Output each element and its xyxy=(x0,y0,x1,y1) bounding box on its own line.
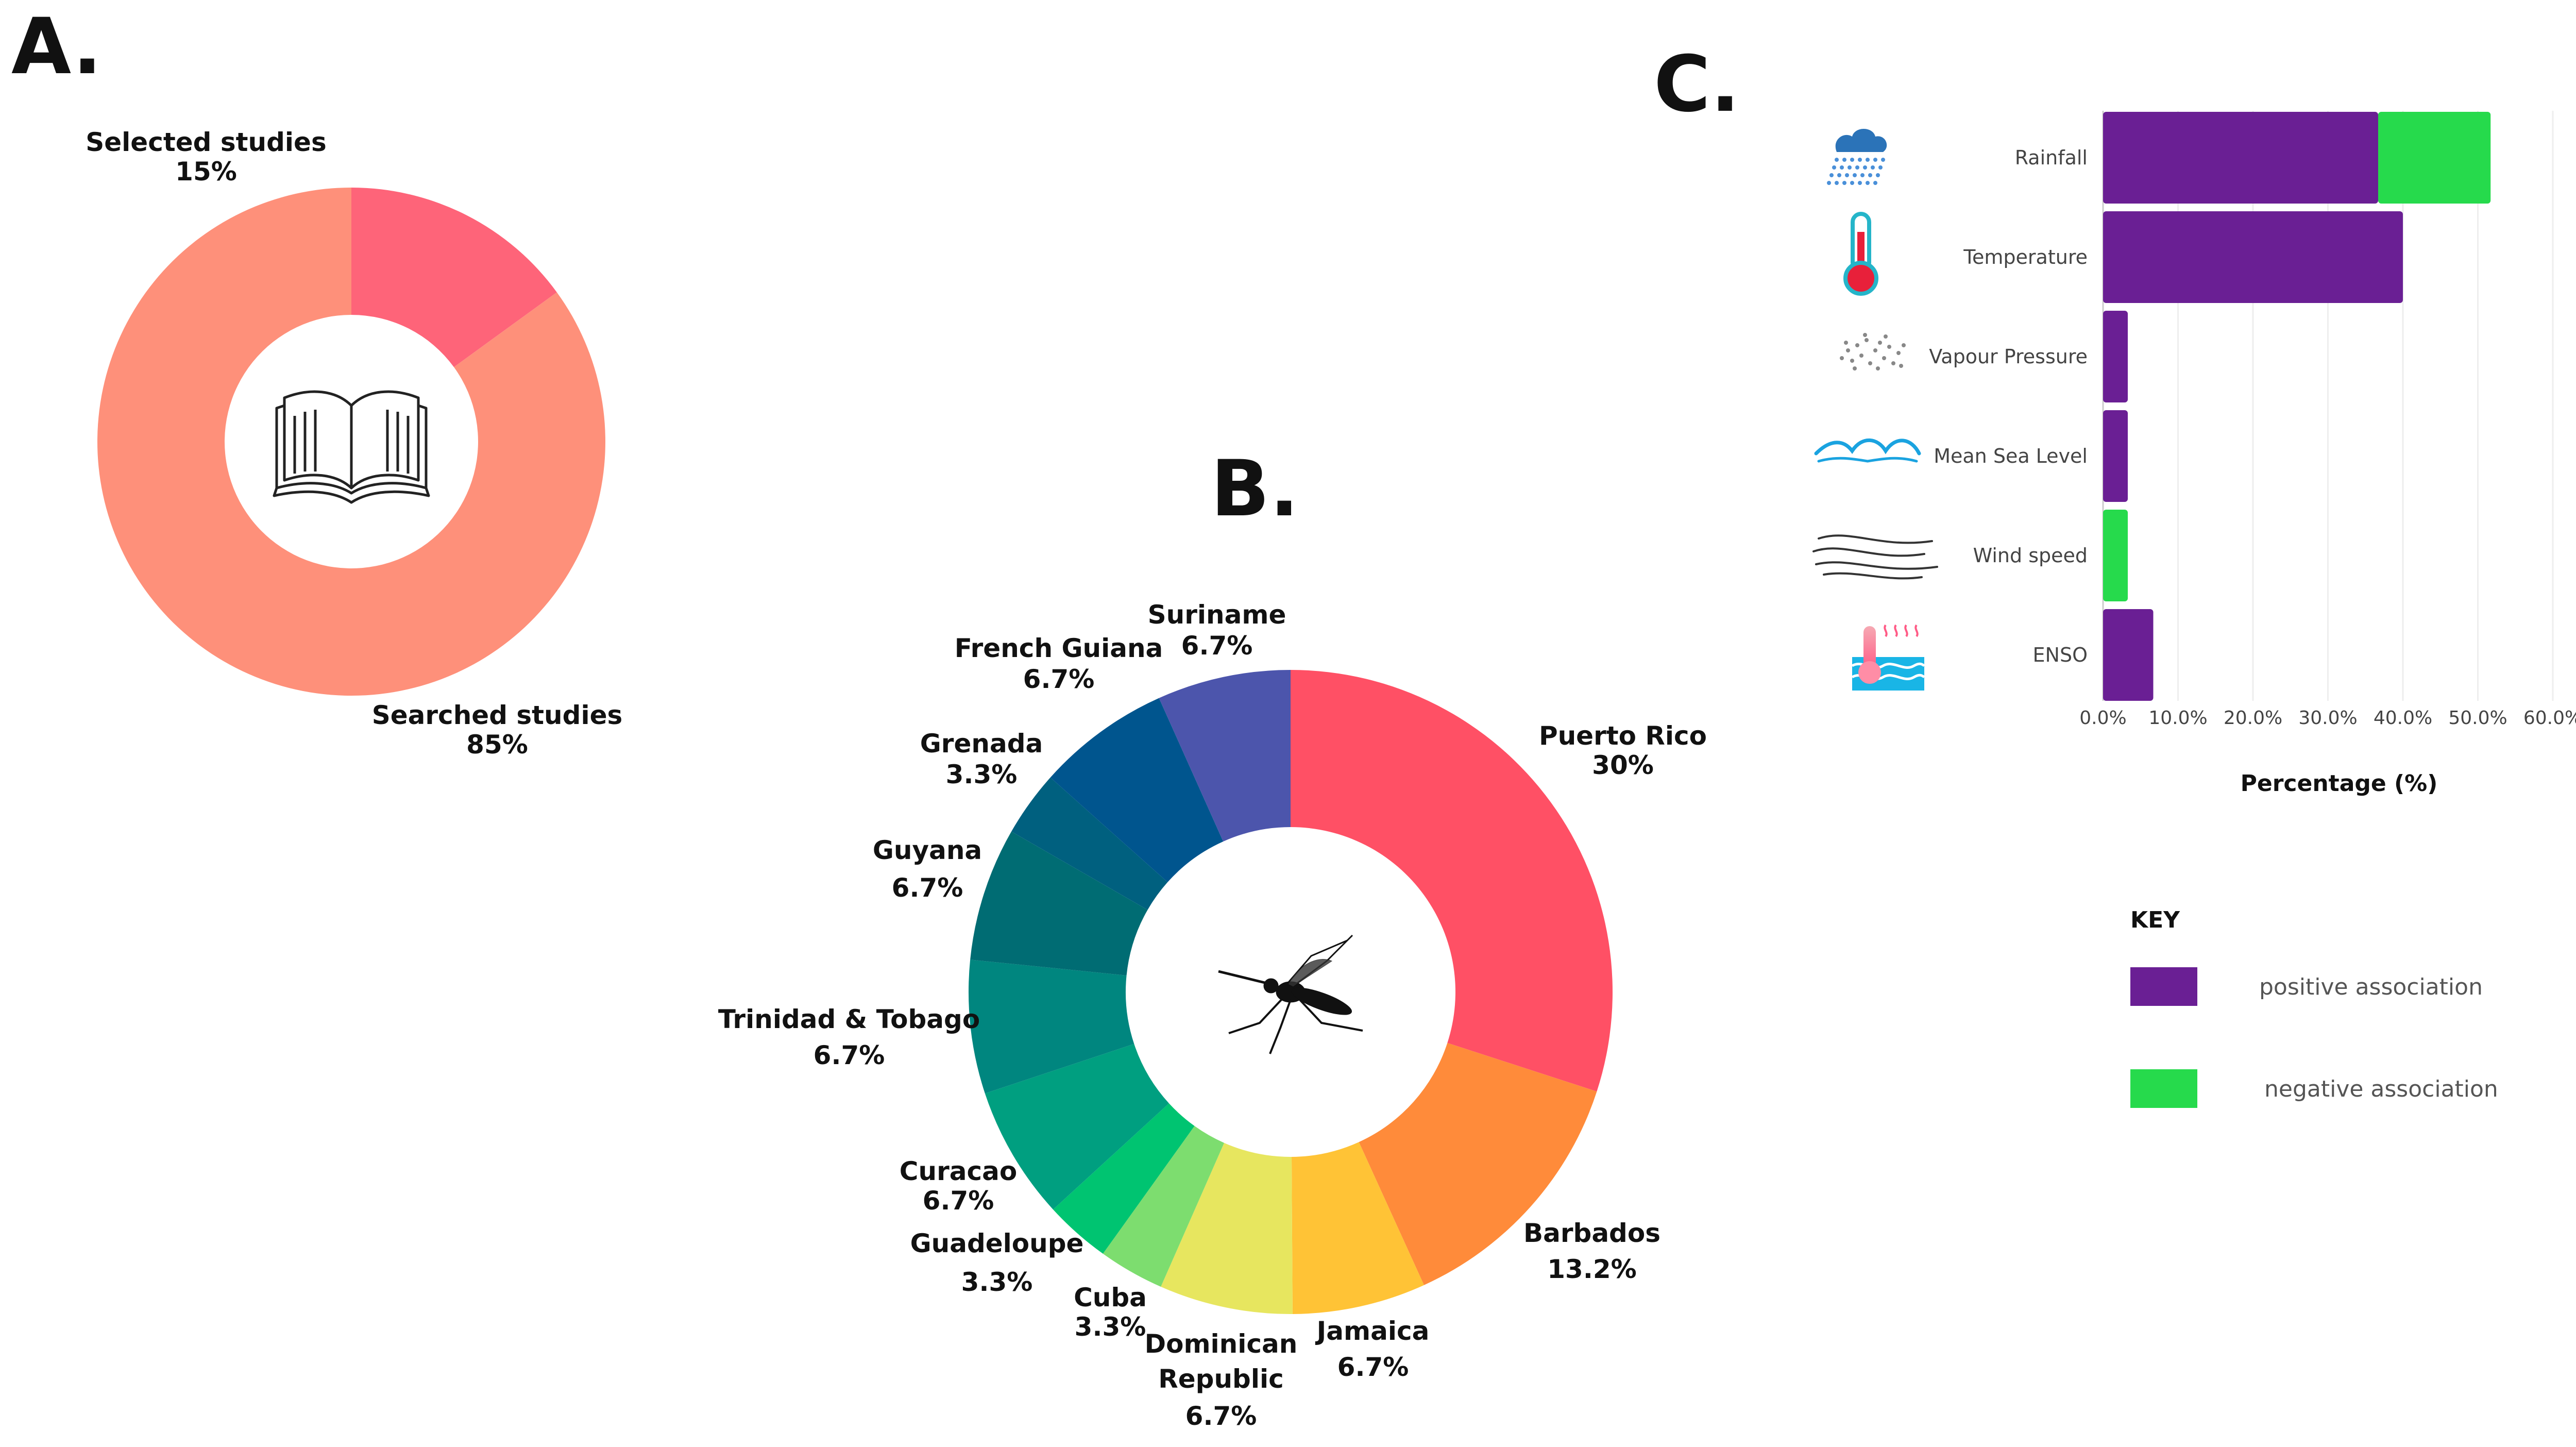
legend-swatch-negative xyxy=(2130,1069,2197,1108)
pie-slice-guadeloupe xyxy=(1053,1103,1195,1254)
pie-slice-french-guiana xyxy=(1050,698,1224,882)
thermometer-icon xyxy=(1843,212,1878,296)
slice-label-curacao: Curacao xyxy=(900,1156,1017,1186)
category-label-enso: ENSO xyxy=(2033,644,2088,666)
bar-vapour-pressure-positive-association xyxy=(2103,311,2128,402)
slice-label-cuba: Cuba xyxy=(1074,1283,1147,1313)
slice-label-dominican-republic-2: Republic xyxy=(1158,1364,1284,1394)
x-tick-label: 60.0% xyxy=(2523,708,2576,729)
slice-label-guyana: Guyana xyxy=(873,835,982,865)
x-tick-label: 30.0% xyxy=(2298,708,2357,729)
slice-label-searched-studies: Searched studies xyxy=(372,700,623,730)
pie-slice-dominican-republic xyxy=(1161,1142,1293,1314)
donut-chart-b xyxy=(969,670,1613,1314)
slice-label-barbados: Barbados xyxy=(1523,1218,1660,1248)
slice-value-suriname: 6.7% xyxy=(1181,631,1253,661)
legend-title: KEY xyxy=(2130,907,2180,933)
slice-value-searched-studies: 85% xyxy=(466,730,528,760)
slice-label-grenada: Grenada xyxy=(920,729,1043,759)
x-tick-label: 0.0% xyxy=(2079,708,2126,729)
slice-label-guadeloupe: Guadeloupe xyxy=(910,1229,1084,1258)
pie-slice-guyana xyxy=(970,831,1148,975)
pie-slice-barbados xyxy=(1359,1042,1597,1285)
slice-value-puerto-rico: 30% xyxy=(1592,750,1654,780)
x-tick-label: 20.0% xyxy=(2224,708,2282,729)
pie-slice-searched-studies xyxy=(97,187,605,696)
category-label-wind-speed: Wind speed xyxy=(1973,544,2088,567)
slice-value-cuba: 3.3% xyxy=(1075,1312,1146,1342)
panel-label-c: C. xyxy=(1654,40,1740,129)
pie-slice-curacao xyxy=(985,1044,1169,1210)
bar-wind-speed-negative-association xyxy=(2103,510,2128,601)
x-tick-label: 10.0% xyxy=(2148,708,2207,729)
category-label-vapour-pressure: Vapour Pressure xyxy=(1929,345,2088,368)
bar-mean-sea-level-positive-association xyxy=(2103,410,2128,502)
slice-value-trinidad-tobago: 6.7% xyxy=(814,1040,885,1070)
panel-label-b: B. xyxy=(1211,444,1299,534)
bar-rainfall-positive-association xyxy=(2103,112,2378,204)
pie-slice-cuba xyxy=(1103,1126,1225,1287)
x-axis-title: Percentage (%) xyxy=(2241,770,2438,797)
bar-temperature-positive-association xyxy=(2103,211,2403,303)
slice-value-grenada: 3.3% xyxy=(946,760,1018,789)
pie-slice-selected-studies xyxy=(351,188,557,367)
slice-value-jamaica: 6.7% xyxy=(1337,1352,1409,1382)
wind-icon xyxy=(1812,534,1938,580)
legend-label-positive: positive association xyxy=(2259,974,2483,1000)
panel-label-a: A. xyxy=(11,2,102,92)
bar-rainfall-negative-association xyxy=(2378,112,2491,204)
pie-slice-grenada xyxy=(1011,777,1168,910)
pie-slice-puerto-rico xyxy=(1291,670,1613,1092)
pie-slice-suriname xyxy=(1159,670,1291,842)
x-tick-label: 40.0% xyxy=(2374,708,2432,729)
bar-chart-c: 0.0% 10.0% 20.0% 30.0% 40.0% 50.0% 60.0% Rainfa… xyxy=(1929,111,2576,797)
x-tick-label: 50.0% xyxy=(2448,708,2507,729)
slice-value-curacao: 6.7% xyxy=(923,1186,994,1216)
slice-label-jamaica: Jamaica xyxy=(1315,1316,1430,1346)
slice-label-french-guiana: French Guiana xyxy=(955,633,1163,663)
legend-swatch-positive xyxy=(2130,967,2197,1006)
category-label-temperature: Temperature xyxy=(1963,246,2088,268)
sea-wave-icon xyxy=(1814,438,1921,463)
pie-slice-trinidad-tobago xyxy=(969,960,1134,1093)
slice-label-selected-studies: Selected studies xyxy=(86,127,326,157)
slice-label-trinidad-tobago: Trinidad & Tobago xyxy=(718,1004,980,1034)
slice-value-french-guiana: 6.7% xyxy=(1023,664,1095,694)
rain-cloud-icon xyxy=(1827,129,1887,185)
vapour-icon xyxy=(1840,333,1906,371)
donut-chart-a xyxy=(97,187,605,696)
category-label-rainfall: Rainfall xyxy=(2015,146,2088,169)
slice-value-barbados: 13.2% xyxy=(1547,1254,1636,1284)
slice-value-guadeloupe: 3.3% xyxy=(961,1267,1033,1297)
category-label-mean-sea-level: Mean Sea Level xyxy=(1934,445,2088,467)
open-book-icon xyxy=(273,390,430,504)
slice-value-dominican-republic: 6.7% xyxy=(1185,1401,1257,1431)
pie-slice-jamaica xyxy=(1292,1142,1424,1314)
slice-label-puerto-rico: Puerto Rico xyxy=(1539,721,1707,751)
slice-value-selected-studies: 15% xyxy=(175,157,237,187)
enso-icon xyxy=(1851,624,1925,691)
mosquito-icon xyxy=(1218,934,1363,1054)
slice-value-guyana: 6.7% xyxy=(892,873,963,903)
slice-label-suriname: Suriname xyxy=(1148,600,1286,630)
bar-enso-positive-association xyxy=(2103,609,2154,701)
slice-label-dominican-republic-1: Dominican xyxy=(1145,1329,1298,1359)
legend-label-negative: negative association xyxy=(2264,1076,2498,1102)
